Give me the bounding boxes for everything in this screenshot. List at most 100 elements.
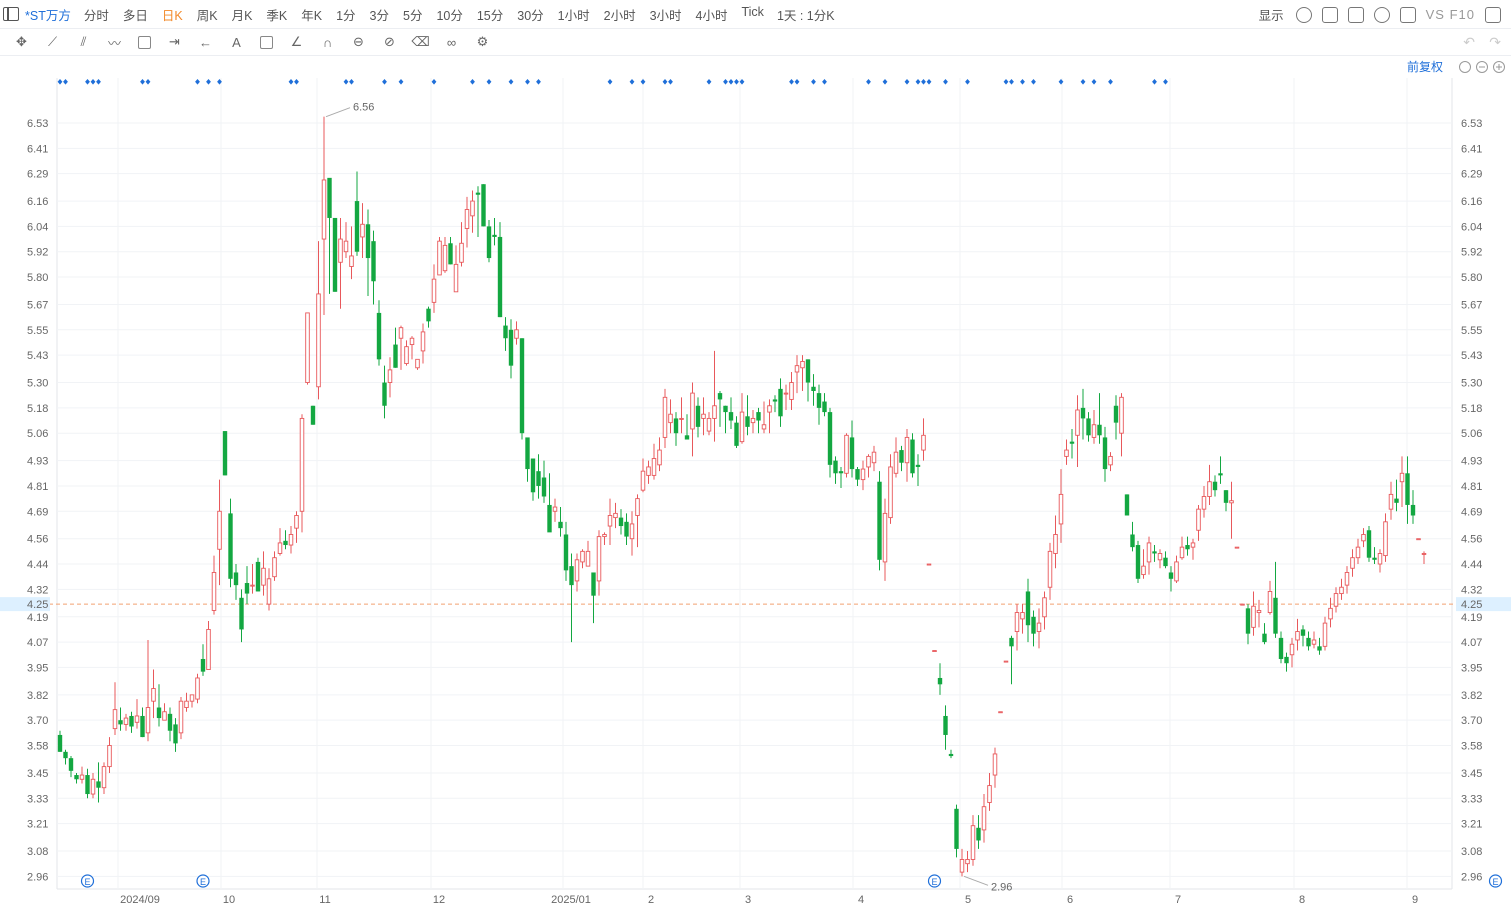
undo-icon[interactable]: ↶ — [1463, 33, 1475, 50]
event-marker-icon[interactable] — [80, 874, 95, 888]
event-dot[interactable] — [1003, 79, 1009, 85]
event-dot[interactable] — [882, 79, 888, 85]
stock-symbol[interactable]: *ST万方 — [25, 8, 71, 23]
text-icon[interactable]: A — [232, 34, 241, 50]
event-dot[interactable] — [1020, 79, 1025, 85]
event-dot[interactable] — [668, 79, 673, 85]
pattern-icon[interactable] — [138, 35, 151, 49]
event-dot[interactable] — [90, 79, 96, 85]
event-dot[interactable] — [536, 79, 541, 85]
event-dot[interactable] — [739, 79, 745, 85]
magnet-icon[interactable]: ∩ — [322, 34, 333, 50]
event-dot[interactable] — [1152, 79, 1157, 85]
settings-icon[interactable] — [1295, 6, 1312, 23]
event-dot[interactable] — [723, 79, 728, 85]
period-tab[interactable]: 多日 — [122, 8, 148, 23]
angle-icon[interactable]: ∠ — [290, 34, 303, 49]
reset-icon[interactable] — [1459, 61, 1471, 73]
event-dot[interactable] — [85, 79, 90, 85]
fullscreen-icon[interactable] — [1399, 6, 1416, 23]
period-tab[interactable]: 月K — [231, 8, 253, 23]
period-tab[interactable]: 5分 — [403, 8, 423, 23]
trash-icon[interactable]: ⌫ — [411, 34, 430, 49]
period-tab[interactable]: 年K — [301, 8, 323, 23]
wave-icon[interactable]: 〰 — [107, 35, 121, 51]
event-dot[interactable] — [398, 79, 404, 85]
period-tab[interactable]: 10分 — [436, 8, 463, 23]
event-dot[interactable] — [734, 79, 739, 85]
event-dot[interactable] — [811, 79, 816, 85]
channel-icon[interactable]: ⫽ — [80, 34, 87, 49]
event-dot[interactable] — [57, 79, 63, 85]
show-dropdown[interactable]: 显示 — [1258, 9, 1284, 23]
layout-icon[interactable] — [1321, 6, 1338, 23]
event-dot[interactable] — [1163, 79, 1168, 85]
event-dot[interactable] — [525, 79, 530, 85]
event-dot[interactable] — [629, 79, 635, 85]
event-dot[interactable] — [343, 79, 349, 85]
event-dot[interactable] — [706, 79, 712, 85]
event-dot[interactable] — [789, 79, 794, 85]
event-dot[interactable] — [294, 79, 299, 85]
event-dot[interactable] — [1091, 79, 1097, 85]
event-dot[interactable] — [140, 79, 145, 85]
event-dot[interactable] — [145, 79, 151, 85]
event-marker-icon[interactable] — [196, 874, 210, 888]
period-tab[interactable]: 日K — [161, 8, 183, 23]
period-tab[interactable]: 3分 — [369, 8, 389, 23]
event-dot[interactable] — [1080, 79, 1086, 85]
redo-icon[interactable]: ↷ — [1489, 33, 1501, 50]
event-dot[interactable] — [943, 79, 948, 85]
arrow-icon[interactable]: ← — [199, 34, 212, 50]
pencil-icon[interactable] — [1373, 6, 1390, 23]
trendline-icon[interactable]: ⟋ — [47, 34, 58, 49]
event-dot[interactable] — [607, 79, 613, 85]
period-tab[interactable]: 周K — [196, 8, 218, 23]
event-dot[interactable] — [921, 79, 926, 85]
period-tab[interactable]: 4小时 — [695, 8, 728, 23]
period-tab[interactable]: 1分 — [336, 8, 356, 23]
event-dot[interactable] — [96, 79, 101, 85]
link-icon[interactable]: ∞ — [446, 34, 457, 50]
event-dot[interactable] — [206, 79, 211, 85]
event-dot[interactable] — [904, 79, 910, 85]
crosshair-icon[interactable]: ✥ — [16, 34, 27, 49]
event-dot[interactable] — [470, 79, 475, 85]
event-dot[interactable] — [217, 79, 222, 85]
event-dot[interactable] — [288, 79, 294, 85]
event-dot[interactable] — [728, 79, 734, 85]
event-dot[interactable] — [640, 79, 646, 85]
period-tab[interactable]: Tick — [741, 4, 764, 19]
event-dot[interactable] — [662, 79, 668, 85]
event-dot[interactable] — [1058, 79, 1064, 85]
event-dot[interactable] — [866, 79, 871, 85]
event-dot[interactable] — [1031, 79, 1036, 85]
event-marker-icon[interactable] — [1488, 874, 1503, 888]
zoom-in-icon[interactable] — [1493, 61, 1505, 73]
vs-f10-button[interactable]: VS F10 — [1425, 7, 1475, 22]
event-dot[interactable] — [915, 79, 921, 85]
interval-selector[interactable]: 1天 : 1分K — [776, 8, 835, 23]
tool-settings-icon[interactable]: ⚙ — [476, 34, 489, 49]
event-dot[interactable] — [63, 79, 68, 85]
event-dot[interactable] — [508, 79, 514, 85]
event-dot[interactable] — [195, 79, 200, 85]
camera-icon[interactable] — [1347, 6, 1364, 23]
event-dot[interactable] — [486, 79, 492, 85]
candlestick-chart[interactable]: 6.53 6.53 6.41 6.41 6.29 6.29 6.16 6.16 6.04 6.04… — [0, 56, 1511, 915]
event-dot[interactable] — [1009, 79, 1014, 85]
period-tab[interactable]: 15分 — [476, 8, 504, 23]
measure-icon[interactable]: ⇥ — [169, 34, 180, 49]
event-dot[interactable] — [926, 79, 932, 85]
event-dot[interactable] — [349, 79, 354, 85]
sidebar-toggle-icon[interactable] — [3, 7, 19, 21]
period-tab[interactable]: 分时 — [83, 8, 109, 23]
hide-icon[interactable]: ⊘ — [384, 34, 395, 49]
event-dot[interactable] — [965, 79, 970, 85]
period-tab[interactable]: 2小时 — [603, 8, 636, 23]
event-dot[interactable] — [382, 79, 387, 85]
lock-icon[interactable]: ⊖ — [353, 34, 364, 49]
period-tab[interactable]: 季K — [266, 8, 288, 23]
period-tab[interactable]: 3小时 — [649, 8, 682, 23]
event-dot[interactable] — [794, 79, 800, 85]
